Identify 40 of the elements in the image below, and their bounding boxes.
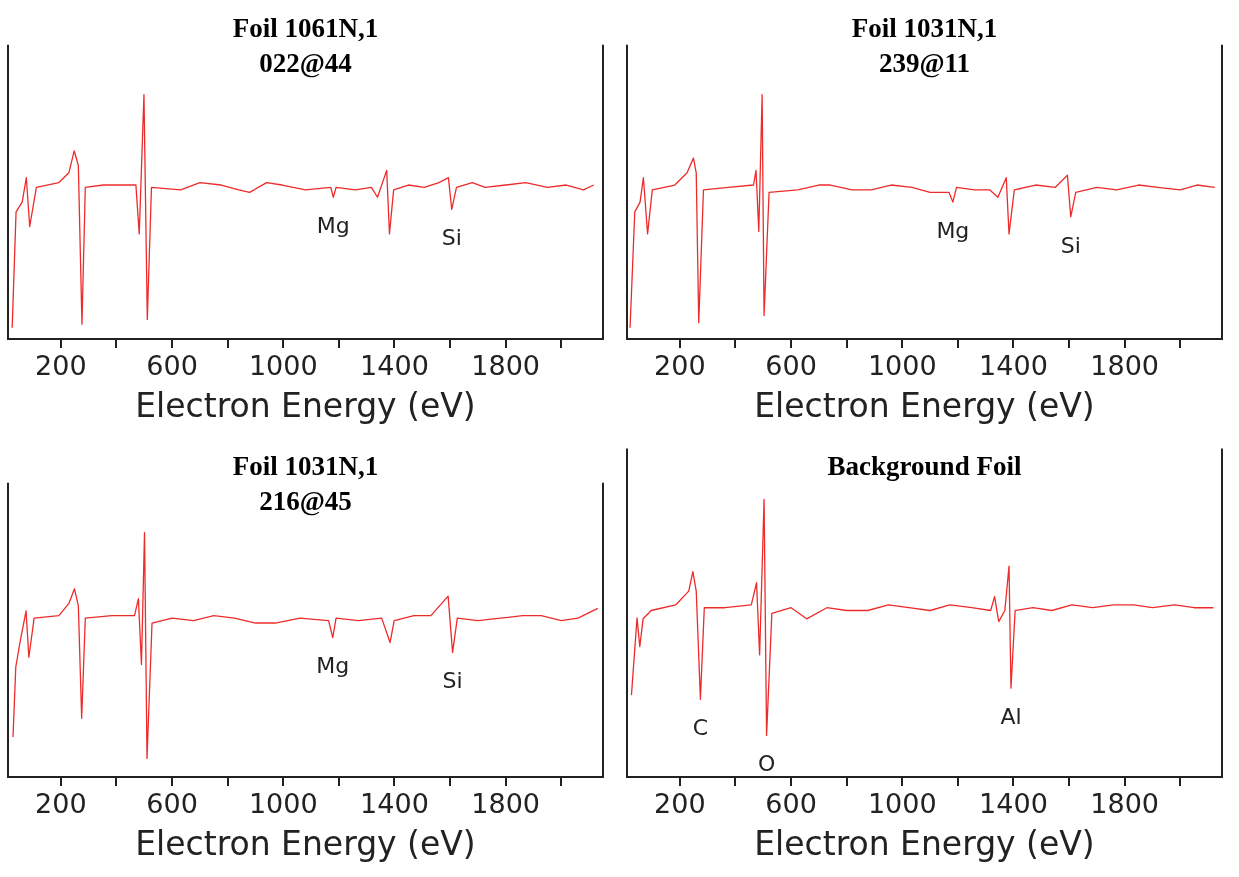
x-tick-label: 1000 xyxy=(248,788,318,820)
x-tick-label: 600 xyxy=(765,788,817,820)
annotation: Mg xyxy=(316,212,350,238)
annotation: O xyxy=(757,751,776,777)
chart-subtitle: 022@44 xyxy=(259,47,352,78)
chart-title: Background Foil xyxy=(827,451,1022,482)
x-axis-title: Electron Energy (eV) xyxy=(754,823,1095,863)
x-tick-label: 1400 xyxy=(360,350,429,382)
annotation: Si xyxy=(442,668,463,694)
x-tick-label: 200 xyxy=(35,350,87,382)
annotation: Al xyxy=(1000,703,1022,729)
x-tick-label: 1000 xyxy=(867,350,937,382)
chart-subtitle: 216@45 xyxy=(259,485,352,516)
annotation: Mg xyxy=(936,217,970,243)
x-tick-label: 1400 xyxy=(979,788,1048,820)
annotation: C xyxy=(692,715,709,741)
x-tick-label: 200 xyxy=(35,788,87,820)
x-tick-label: 1800 xyxy=(471,350,541,382)
x-tick-label: 1800 xyxy=(471,788,541,820)
x-tick-label: 600 xyxy=(146,788,198,820)
chart-title: Foil 1031N,1 xyxy=(232,451,379,482)
chart-title: Foil 1061N,1 xyxy=(232,13,379,44)
x-tick-label: 1800 xyxy=(1090,350,1160,382)
x-axis-title: Electron Energy (eV) xyxy=(754,385,1095,425)
x-tick-label: 1000 xyxy=(248,350,318,382)
chart-title: Foil 1031N,1 xyxy=(851,13,998,44)
x-tick-label: 1000 xyxy=(867,788,937,820)
annotation: Si xyxy=(1060,232,1081,258)
x-axis-title: Electron Energy (eV) xyxy=(135,385,476,425)
annotation: Mg xyxy=(316,653,350,679)
x-tick-label: 600 xyxy=(765,350,817,382)
x-axis-title: Electron Energy (eV) xyxy=(135,823,476,863)
chart-subtitle: 239@11 xyxy=(878,47,971,78)
x-tick-label: 200 xyxy=(654,788,706,820)
x-tick-label: 1800 xyxy=(1090,788,1160,820)
x-tick-label: 600 xyxy=(146,350,198,382)
x-tick-label: 1400 xyxy=(979,350,1048,382)
x-tick-label: 200 xyxy=(654,350,706,382)
x-tick-label: 1400 xyxy=(360,788,429,820)
annotation: Si xyxy=(441,225,462,251)
